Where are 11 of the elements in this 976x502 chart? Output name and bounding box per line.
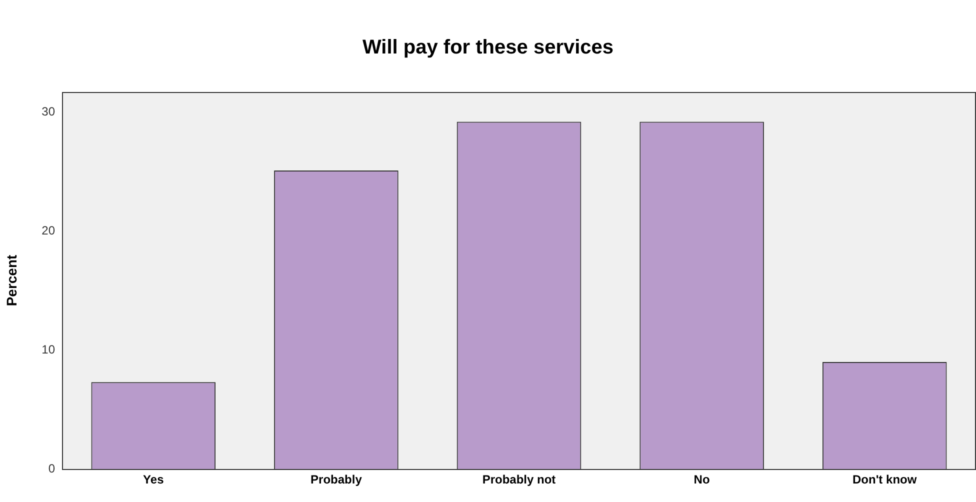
x-tick-label: Probably not	[482, 472, 556, 487]
y-tick-label: 10	[42, 342, 56, 356]
y-tick-label: 20	[42, 223, 56, 238]
chart-title: Will pay for these services	[362, 36, 614, 59]
y-axis-title: Percent	[3, 254, 20, 306]
x-tick-label: Probably	[310, 472, 362, 487]
y-tick-label: 30	[42, 104, 56, 119]
x-tick-label: No	[694, 472, 710, 487]
x-tick-label: Yes	[143, 472, 164, 487]
x-tick-label: Don't know	[852, 472, 918, 487]
y-tick-label: 0	[48, 461, 56, 476]
